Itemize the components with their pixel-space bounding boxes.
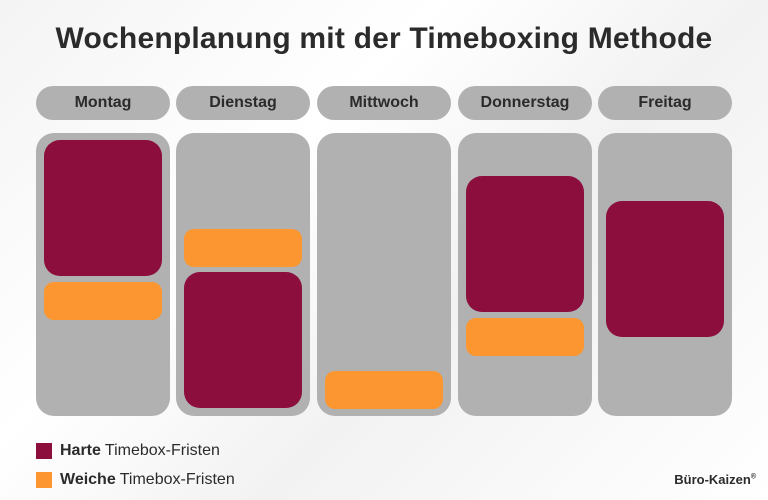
page-title: Wochenplanung mit der Timeboxing Methode xyxy=(55,22,713,55)
soft-timebox xyxy=(325,371,443,409)
hard-timebox xyxy=(606,201,724,337)
legend-hard-text: Timebox-Fristen xyxy=(104,442,220,459)
day-header-donnerstag: Donnerstag xyxy=(458,86,592,120)
day-column-donnerstag xyxy=(458,133,592,416)
day-header-dienstag: Dienstag xyxy=(176,86,310,120)
day-header-mittwoch: Mittwoch xyxy=(317,86,451,120)
soft-timebox xyxy=(44,282,162,320)
legend-soft-bold: Weiche xyxy=(60,471,116,488)
day-header-montag: Montag xyxy=(36,86,170,120)
hard-timebox xyxy=(184,272,302,408)
day-column-freitag xyxy=(598,133,732,416)
soft-timebox xyxy=(184,229,302,267)
legend-hard: Harte Timebox-Fristen xyxy=(36,441,220,461)
legend-hard-bold: Harte xyxy=(60,442,101,459)
brand-logo: Büro-Kaizen® xyxy=(674,472,756,487)
hard-timebox xyxy=(44,140,162,276)
legend-soft-swatch xyxy=(36,472,52,488)
day-column-montag xyxy=(36,133,170,416)
registered-mark: ® xyxy=(750,473,756,481)
hard-timebox xyxy=(466,176,584,312)
day-column-mittwoch xyxy=(317,133,451,416)
day-column-dienstag xyxy=(176,133,310,416)
legend-hard-swatch xyxy=(36,443,52,459)
legend-soft-text: Timebox-Fristen xyxy=(119,471,235,488)
day-header-freitag: Freitag xyxy=(598,86,732,120)
soft-timebox xyxy=(466,318,584,356)
brand-name: Büro-Kaizen xyxy=(674,472,751,487)
legend-soft: Weiche Timebox-Fristen xyxy=(36,470,235,490)
